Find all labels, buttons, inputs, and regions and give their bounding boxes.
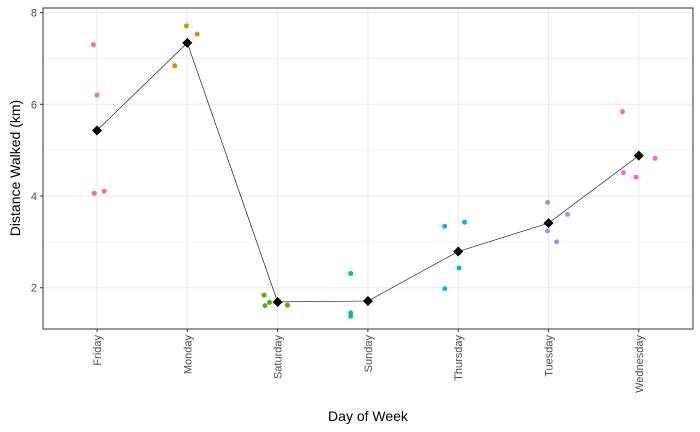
y-tick-label: 4 (31, 191, 37, 203)
mean-marker (453, 246, 464, 257)
y-tick-label: 8 (31, 8, 37, 20)
mean-marker (633, 150, 644, 161)
x-axis: Friday Monday Saturday Sunday Thursday Tuesda… (92, 329, 646, 393)
data-point (101, 188, 107, 194)
data-point (442, 286, 448, 292)
data-point (262, 303, 268, 309)
data-point (348, 271, 354, 276)
data-point (652, 155, 658, 161)
data-point (545, 199, 551, 205)
mean-marker (182, 37, 193, 48)
data-point (620, 109, 625, 115)
data-point (194, 31, 200, 37)
x-axis-title: Day of Week (328, 408, 409, 424)
y-axis: 2 4 6 8 (31, 8, 43, 295)
data-point (456, 265, 462, 271)
y-tick-label: 2 (31, 283, 37, 295)
data-point (554, 239, 560, 245)
data-point (348, 313, 354, 319)
data-point (545, 228, 551, 234)
mean-marker (543, 218, 554, 229)
data-point (91, 190, 97, 196)
x-tick-label: Sunday (363, 335, 375, 373)
data-point (285, 302, 290, 308)
x-tick-label: Saturday (273, 335, 285, 380)
x-tick-label: Monday (182, 335, 194, 375)
data-point (565, 211, 570, 217)
data-point (94, 92, 100, 98)
mean-marker (362, 296, 373, 307)
data-point (267, 299, 272, 305)
y-axis-title: Distance Walked (km) (7, 100, 23, 236)
mean-marker (92, 125, 102, 136)
grid-layer (43, 8, 693, 329)
data-point (633, 174, 639, 180)
x-tick-label: Tuesday (544, 335, 556, 377)
x-tick-label: Wednesday (634, 335, 646, 393)
points-layer (90, 23, 658, 319)
x-tick-label: Friday (92, 335, 104, 366)
data-point (183, 23, 189, 29)
data-point (172, 63, 178, 69)
y-tick-label: 6 (31, 99, 37, 111)
mean-marker (272, 296, 283, 307)
data-point (442, 223, 448, 229)
x-tick-label: Thursday (453, 335, 465, 381)
data-point (620, 170, 626, 176)
mean-markers-layer (92, 37, 644, 307)
data-point (261, 292, 267, 298)
data-point (90, 42, 96, 48)
data-point (462, 219, 467, 225)
